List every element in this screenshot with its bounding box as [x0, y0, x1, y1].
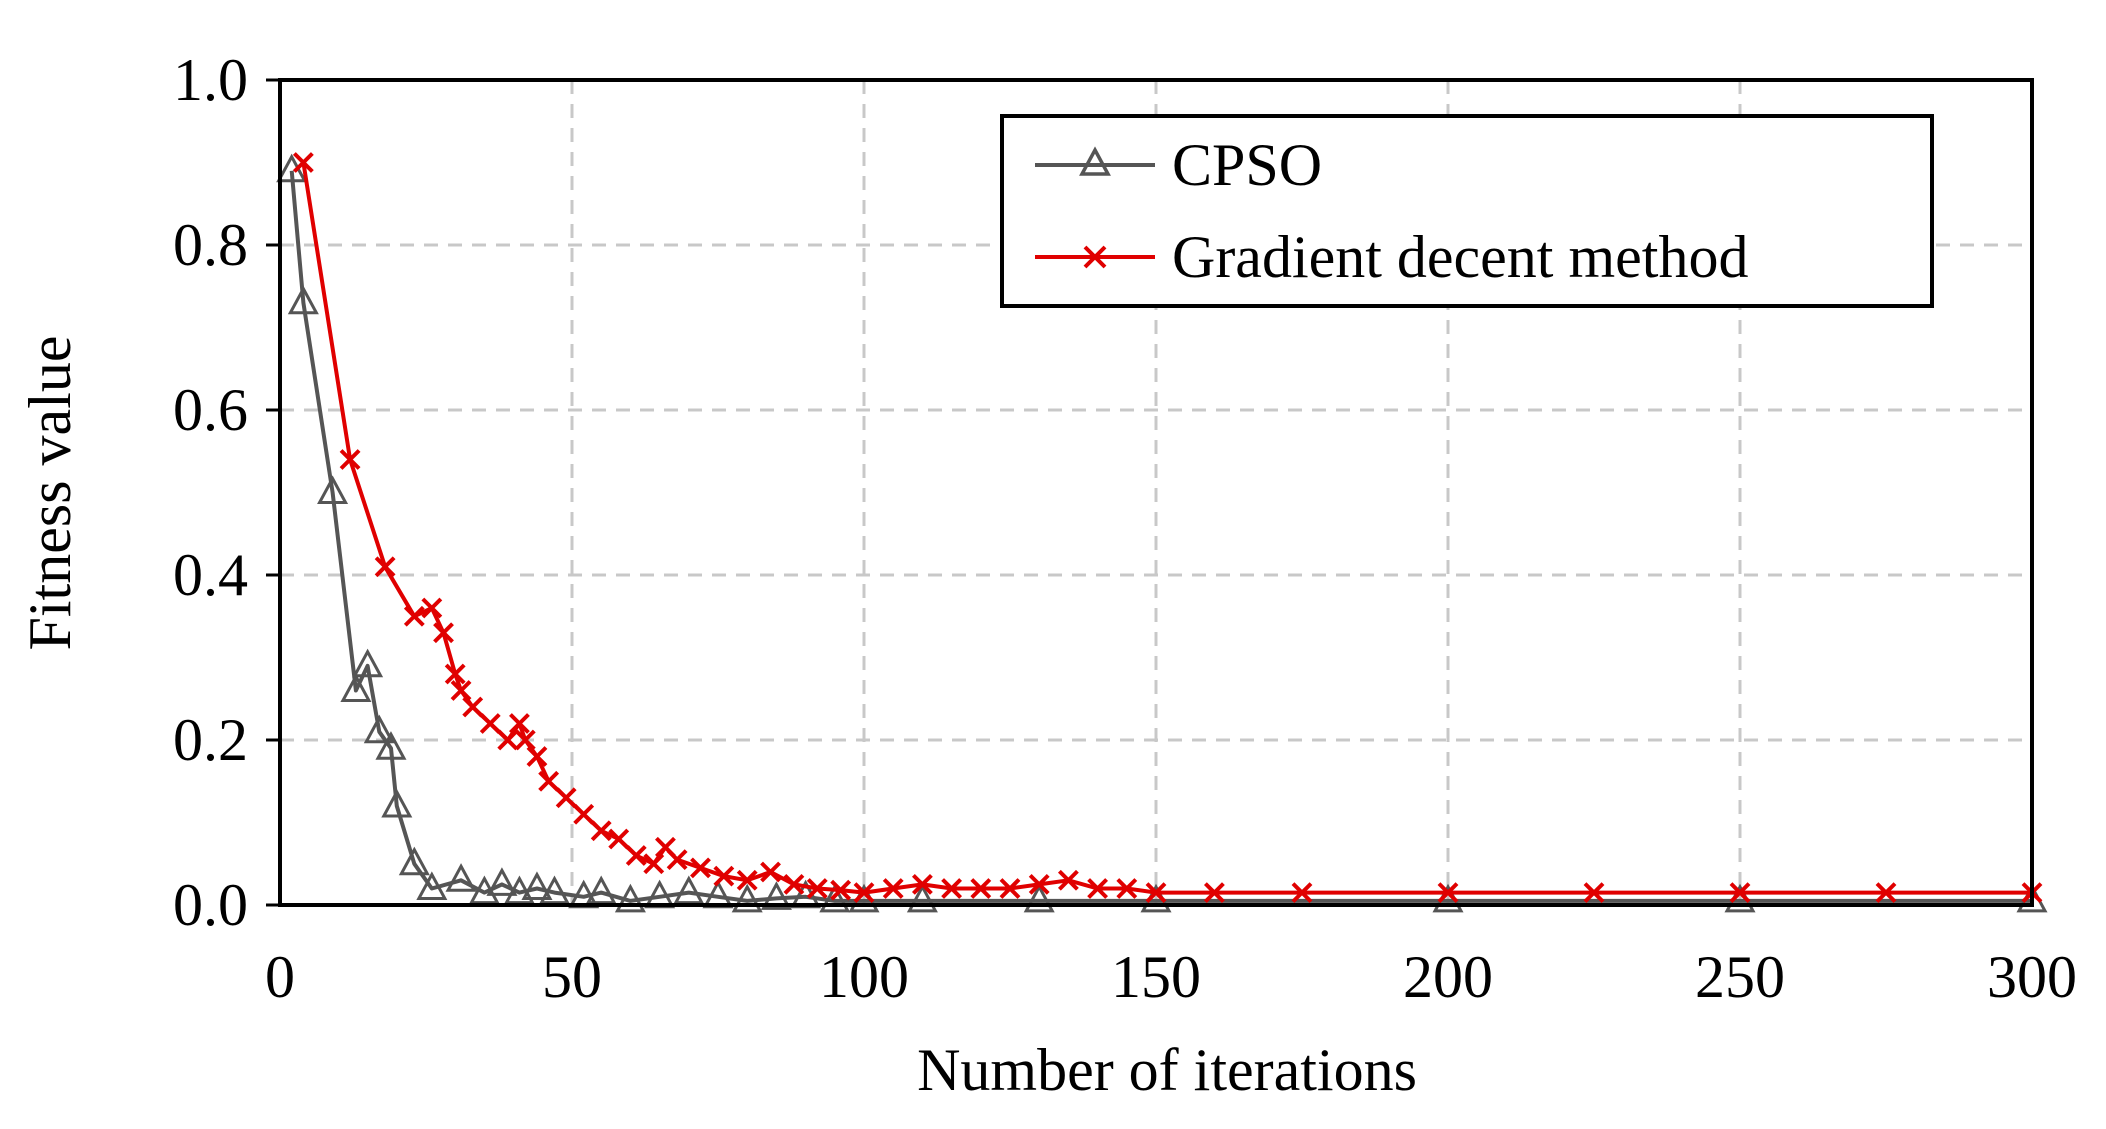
data-point-gradient-decent-method	[462, 696, 484, 718]
data-point-cpso	[416, 871, 448, 900]
y-tick-label: 0.6	[173, 377, 248, 443]
data-point-gradient-decent-method	[509, 713, 530, 734]
y-tick-label: 0.0	[173, 872, 248, 938]
data-point-gradient-decent-method	[1057, 869, 1079, 891]
data-point-gradient-decent-method	[555, 787, 577, 809]
data-point-gradient-decent-method	[1729, 882, 1751, 904]
series-line-cpso	[289, 170, 2032, 903]
data-point-gradient-decent-method	[479, 713, 501, 734]
data-point-cpso	[503, 875, 535, 905]
data-point-gradient-decent-method	[444, 663, 466, 685]
legend-label-cpso: CPSO	[1172, 132, 1322, 198]
data-point-cpso	[731, 883, 763, 913]
data-point-gradient-decent-method	[1145, 882, 1167, 904]
data-point-gradient-decent-method	[666, 849, 688, 871]
data-point-gradient-decent-method	[526, 746, 548, 767]
data-point-gradient-decent-method	[806, 878, 828, 899]
data-point-gradient-decent-method	[1437, 882, 1459, 904]
legend-marker-cpso	[1079, 146, 1111, 176]
data-point-gradient-decent-method	[433, 622, 454, 644]
data-point-gradient-decent-method	[970, 878, 992, 899]
data-point-gradient-decent-method	[882, 878, 904, 899]
data-point-gradient-decent-method	[911, 873, 933, 895]
data-point-gradient-decent-method	[1087, 878, 1109, 899]
y-tick-label: 0.4	[173, 542, 248, 608]
x-axis-title: Number of iterations	[917, 1037, 1417, 1103]
data-point-cpso	[760, 881, 792, 910]
data-point-cpso	[486, 867, 518, 896]
data-point-cpso	[445, 863, 477, 892]
data-point-cpso	[375, 731, 407, 760]
x-tick-label: 0	[265, 944, 295, 1010]
data-point-gradient-decent-method	[339, 449, 361, 470]
data-point-gradient-decent-method	[374, 556, 396, 578]
data-point-gradient-decent-method	[853, 882, 875, 904]
data-point-gradient-decent-method	[590, 820, 612, 842]
data-point-gradient-decent-method	[1116, 878, 1138, 899]
data-point-gradient-decent-method	[1291, 882, 1313, 904]
legend: CPSO Gradient decent method	[1000, 114, 1934, 308]
data-point-gradient-decent-method	[760, 861, 781, 883]
data-point-cpso	[819, 883, 851, 913]
data-point-cpso	[381, 788, 413, 818]
data-point-cpso	[585, 875, 617, 905]
legend-marker-gradient	[1083, 245, 1107, 269]
data-point-cpso	[538, 875, 570, 905]
data-point-gradient-decent-method	[514, 729, 536, 751]
data-point-gradient-decent-method	[830, 879, 852, 901]
data-point-gradient-decent-method	[783, 873, 805, 895]
data-point-gradient-decent-method	[643, 853, 665, 875]
y-tick-label: 0.2	[173, 707, 248, 773]
data-point-gradient-decent-method	[421, 597, 443, 619]
data-point-gradient-decent-method	[690, 857, 711, 879]
plot-border	[278, 78, 2034, 907]
data-point-gradient-decent-method	[403, 605, 425, 627]
data-point-gradient-decent-method	[497, 729, 519, 751]
legend-box	[1000, 114, 1934, 308]
data-point-gradient-decent-method	[1875, 882, 1897, 904]
data-point-gradient-decent-method	[941, 878, 963, 899]
data-point-cpso	[673, 875, 705, 905]
x-tick-label: 50	[542, 944, 602, 1010]
data-point-gradient-decent-method	[573, 803, 595, 825]
data-point-gradient-decent-method	[1583, 882, 1605, 904]
data-point-gradient-decent-method	[538, 770, 560, 792]
data-point-gradient-decent-method	[1203, 882, 1225, 904]
tick-layer: 0 50 100 150 200 250 300 0.0 0.2 0.4 0.6 0.8 1.0	[173, 47, 2077, 1010]
x-tick-label: 150	[1111, 944, 1201, 1010]
x-tick-label: 300	[1987, 944, 2077, 1010]
y-tick-label: 1.0	[173, 47, 248, 113]
data-point-cpso	[614, 883, 646, 913]
data-point-cpso	[1023, 883, 1055, 913]
data-point-gradient-decent-method	[608, 828, 630, 850]
data-point-cpso	[352, 648, 384, 678]
data-point-gradient-decent-method	[736, 869, 758, 891]
x-tick-label: 100	[819, 944, 909, 1010]
data-point-gradient-decent-method	[625, 845, 647, 866]
series-layer	[276, 152, 2048, 913]
data-point-cpso	[398, 846, 430, 876]
data-point-gradient-decent-method	[1028, 873, 1050, 895]
data-point-gradient-decent-method	[450, 680, 472, 701]
x-tick-label: 250	[1695, 944, 1785, 1010]
data-point-gradient-decent-method	[999, 878, 1021, 899]
data-point-cpso	[340, 673, 372, 702]
data-point-cpso	[906, 883, 938, 913]
data-point-gradient-decent-method	[713, 865, 735, 887]
data-point-cpso	[363, 714, 395, 744]
x-tick-label: 200	[1403, 944, 1493, 1010]
legend-label-gradient: Gradient decent method	[1172, 224, 1748, 290]
data-point-cpso	[287, 285, 319, 315]
data-point-cpso	[317, 475, 349, 504]
y-tick-label: 0.8	[173, 212, 248, 278]
data-point-gradient-decent-method	[292, 152, 314, 173]
y-axis-title: Fitness value	[17, 336, 83, 651]
data-point-cpso	[521, 871, 553, 900]
